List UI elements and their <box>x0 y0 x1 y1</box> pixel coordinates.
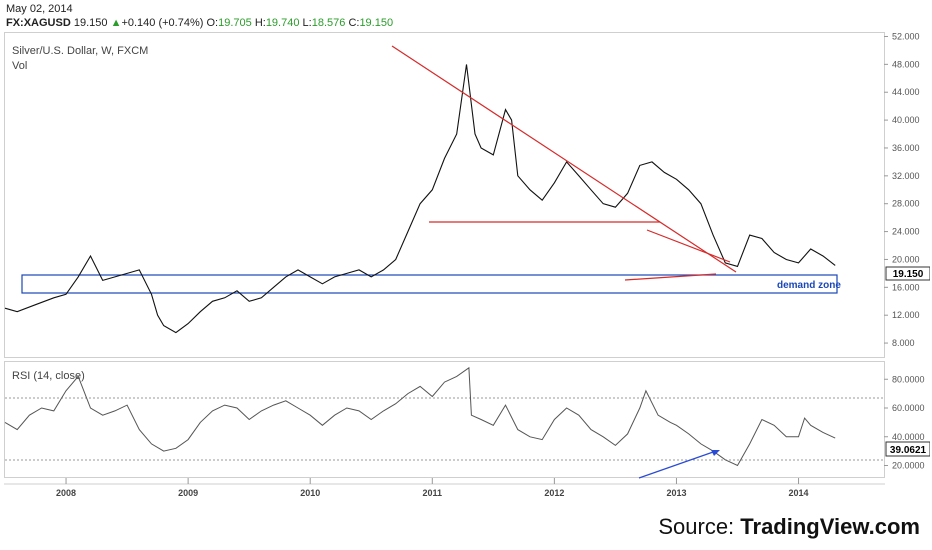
price-y-tick-label: 36.000 <box>892 143 920 153</box>
chart-date: May 02, 2014 <box>6 3 73 15</box>
price-y-tick-label: 20.000 <box>892 254 920 264</box>
up-arrow-icon: ▲ <box>110 17 122 29</box>
rsi-pane-border <box>4 361 885 478</box>
close-label: C: <box>348 17 360 29</box>
time-axis-tick-label: 2014 <box>789 488 809 498</box>
source-credit: Source: TradingView.com <box>658 514 920 540</box>
close-value: 19.150 <box>359 17 394 29</box>
arrow-head-icon <box>711 450 720 456</box>
price-pane-title: Silver/U.S. Dollar, W, FXCM <box>12 45 148 57</box>
rsi-y-axis: 20.0000 40.0000 60.0000 80.0000 <box>884 374 925 471</box>
time-axis-tick-label: 2012 <box>544 488 564 498</box>
rsi-y-tick-label: 60.0000 <box>892 403 925 413</box>
support-line-19[interactable] <box>624 273 717 281</box>
time-axis-tick-label: 2008 <box>56 488 76 498</box>
rsi-y-tick-label: 20.0000 <box>892 461 925 471</box>
price-y-tick-label: 8.000 <box>892 338 915 348</box>
time-axis: 2008 2009 2010 2011 2012 2013 2014 <box>56 478 809 498</box>
price-y-axis: 8.000 12.000 16.000 20.000 24.000 28.000 32.00… <box>884 32 920 348</box>
descending-trendline-major[interactable] <box>391 45 737 273</box>
rsi-series-line <box>4 366 836 467</box>
rsi-pane-title: RSI (14, close) <box>12 370 85 382</box>
rsi-y-tick-label: 40.0000 <box>892 432 925 442</box>
price-y-tick-label: 12.000 <box>892 310 920 320</box>
price-y-tick-label: 44.000 <box>892 87 920 97</box>
price-y-tick-label: 48.000 <box>892 59 920 69</box>
price-y-tick-label: 24.000 <box>892 227 920 237</box>
volume-label: Vol <box>12 60 27 72</box>
time-axis-tick-label: 2011 <box>423 488 443 498</box>
price-y-tick-label: 32.000 <box>892 171 920 181</box>
change-value: +0.140 (+0.74%) <box>121 17 204 29</box>
low-label: L: <box>302 17 312 29</box>
price-y-tick-label: 16.000 <box>892 282 920 292</box>
price-y-tick-label: 28.000 <box>892 199 920 209</box>
demand-zone-label: demand zone <box>777 280 841 291</box>
time-axis-tick-label: 2010 <box>300 488 320 498</box>
time-axis-tick-label: 2013 <box>666 488 686 498</box>
rsi-divergence-arrow[interactable] <box>638 450 717 479</box>
high-value: 19.740 <box>265 17 300 29</box>
symbol-label: FX:XAGUSD <box>6 17 71 29</box>
source-prefix: Source: <box>658 514 741 539</box>
chart-canvas[interactable]: Silver/U.S. Dollar, W, FXCM Vol RSI (14,… <box>4 32 930 506</box>
descending-trendline-minor[interactable] <box>646 229 731 263</box>
high-label: H: <box>254 17 266 29</box>
last-rsi-tag: 39.0621 <box>890 445 927 456</box>
price-pane-border <box>4 32 885 358</box>
time-axis-tick-label: 2009 <box>178 488 198 498</box>
open-label: O: <box>206 17 219 29</box>
price-y-tick-label: 52.000 <box>892 32 920 41</box>
low-value: 18.576 <box>311 17 346 29</box>
source-name: TradingView.com <box>740 514 920 539</box>
last-price-tag-bg <box>885 266 930 281</box>
demand-zone-box[interactable] <box>21 274 838 294</box>
rsi-y-tick-label: 80.0000 <box>892 374 925 384</box>
last-price: 19.150 <box>73 17 108 29</box>
last-rsi-tag-bg <box>885 441 930 457</box>
quote-bar: FX:XAGUSD 19.150 ▲+0.140 (+0.74%) O:19.7… <box>6 17 393 29</box>
open-value: 19.705 <box>218 17 252 29</box>
last-price-tag: 19.150 <box>893 269 924 280</box>
price-series-line <box>4 64 836 334</box>
price-y-tick-label: 40.000 <box>892 115 920 125</box>
